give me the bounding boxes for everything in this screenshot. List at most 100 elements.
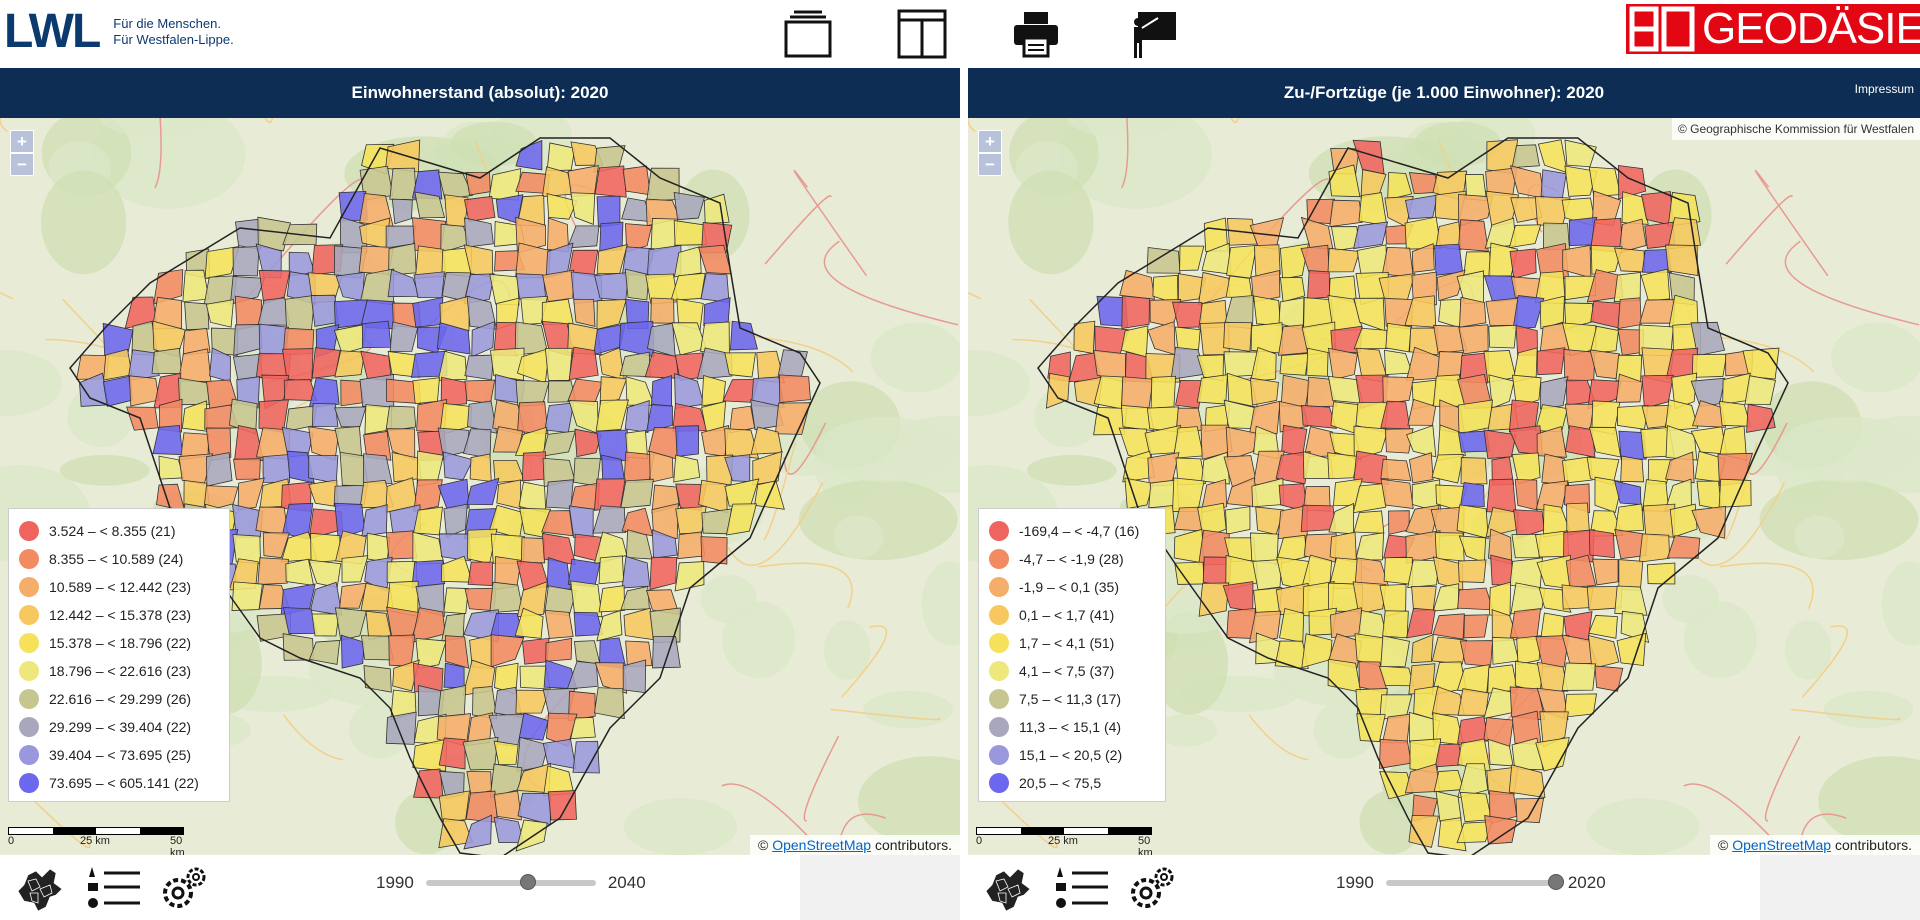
- municipality-area[interactable]: [703, 193, 730, 224]
- municipality-area[interactable]: [1488, 324, 1517, 349]
- municipality-area[interactable]: [542, 430, 576, 457]
- municipality-area[interactable]: [570, 192, 596, 225]
- municipality-area[interactable]: [649, 607, 681, 643]
- municipality-area[interactable]: [464, 379, 496, 404]
- municipality-area[interactable]: [649, 450, 674, 483]
- municipality-area[interactable]: [652, 635, 681, 669]
- municipality-area[interactable]: [232, 503, 264, 538]
- municipality-area[interactable]: [1433, 769, 1465, 793]
- left-slider-handle[interactable]: [519, 874, 536, 890]
- municipality-area[interactable]: [1353, 221, 1389, 250]
- municipality-area[interactable]: [1457, 587, 1494, 611]
- municipality-area[interactable]: [363, 665, 392, 693]
- municipality-area[interactable]: [463, 814, 492, 850]
- municipality-area[interactable]: [151, 296, 183, 330]
- left-zoom-in-button[interactable]: +: [10, 130, 34, 153]
- municipality-area[interactable]: [1279, 277, 1306, 303]
- municipality-area[interactable]: [1435, 790, 1462, 822]
- municipality-area[interactable]: [1458, 324, 1489, 355]
- municipality-area[interactable]: [724, 428, 760, 459]
- municipality-area[interactable]: [673, 454, 701, 483]
- municipality-area[interactable]: [700, 536, 728, 565]
- municipality-area[interactable]: [308, 377, 340, 409]
- municipality-area[interactable]: [598, 555, 625, 585]
- municipality-area[interactable]: [1561, 456, 1593, 484]
- right-zoom-in-button[interactable]: +: [978, 130, 1002, 153]
- municipality-area[interactable]: [650, 374, 673, 407]
- municipality-area[interactable]: [236, 376, 260, 409]
- municipality-area[interactable]: [566, 225, 600, 249]
- municipality-area[interactable]: [334, 607, 367, 641]
- municipality-area[interactable]: [151, 347, 182, 375]
- municipality-area[interactable]: [1540, 169, 1567, 202]
- municipality-area[interactable]: [464, 217, 494, 248]
- municipality-area[interactable]: [334, 426, 363, 459]
- municipality-area[interactable]: [624, 268, 650, 301]
- municipality-area[interactable]: [515, 139, 543, 171]
- municipality-area[interactable]: [1179, 245, 1205, 271]
- municipality-area[interactable]: [1404, 216, 1442, 250]
- municipality-area[interactable]: [1150, 375, 1176, 409]
- municipality-area[interactable]: [496, 479, 521, 510]
- left-settings-button[interactable]: [156, 863, 212, 913]
- municipality-area[interactable]: [463, 273, 495, 305]
- municipality-area[interactable]: [521, 637, 550, 665]
- municipality-area[interactable]: [490, 634, 525, 668]
- municipality-area[interactable]: [1404, 194, 1438, 220]
- municipality-area[interactable]: [436, 322, 471, 355]
- municipality-area[interactable]: [1510, 608, 1542, 641]
- municipality-area[interactable]: [1225, 275, 1253, 299]
- municipality-area[interactable]: [1177, 273, 1207, 303]
- municipality-area[interactable]: [541, 298, 574, 326]
- municipality-area[interactable]: [651, 529, 678, 559]
- municipality-area[interactable]: [388, 634, 416, 667]
- municipality-area[interactable]: [443, 662, 465, 689]
- municipality-area[interactable]: [1383, 557, 1414, 585]
- municipality-area[interactable]: [622, 659, 647, 694]
- municipality-area[interactable]: [469, 453, 492, 482]
- municipality-area[interactable]: [1512, 295, 1545, 329]
- municipality-area[interactable]: [341, 555, 369, 583]
- municipality-area[interactable]: [204, 246, 240, 279]
- municipality-area[interactable]: [566, 661, 599, 690]
- municipality-area[interactable]: [366, 532, 391, 563]
- municipality-area[interactable]: [178, 377, 210, 406]
- municipality-area[interactable]: [365, 610, 392, 641]
- municipality-area[interactable]: [1432, 613, 1465, 640]
- municipality-area[interactable]: [1431, 636, 1468, 665]
- left-choropleth[interactable]: [0, 118, 960, 855]
- municipality-area[interactable]: [623, 607, 655, 641]
- municipality-area[interactable]: [1590, 300, 1621, 329]
- municipality-area[interactable]: [1639, 299, 1676, 324]
- municipality-area[interactable]: [311, 613, 340, 637]
- municipality-area[interactable]: [1718, 478, 1752, 508]
- municipality-area[interactable]: [543, 659, 578, 690]
- municipality-area[interactable]: [1435, 221, 1462, 251]
- municipality-area[interactable]: [1483, 429, 1517, 459]
- municipality-area[interactable]: [515, 819, 548, 852]
- municipality-area[interactable]: [673, 246, 702, 278]
- municipality-area[interactable]: [568, 505, 594, 539]
- municipality-area[interactable]: [412, 296, 444, 328]
- municipality-area[interactable]: [1201, 451, 1230, 485]
- municipality-area[interactable]: [311, 403, 339, 428]
- municipality-area[interactable]: [1691, 505, 1726, 539]
- municipality-area[interactable]: [1438, 298, 1462, 329]
- municipality-area[interactable]: [1691, 400, 1727, 428]
- municipality-area[interactable]: [1174, 326, 1201, 351]
- municipality-area[interactable]: [673, 191, 705, 221]
- municipality-area[interactable]: [1456, 504, 1489, 540]
- split-view-button[interactable]: [894, 6, 950, 62]
- municipality-area[interactable]: [389, 321, 419, 352]
- municipality-area[interactable]: [1382, 376, 1415, 405]
- municipality-area[interactable]: [724, 352, 756, 378]
- municipality-area[interactable]: [310, 532, 341, 564]
- left-map[interactable]: + − 3.524 – < 8.355 (21) 8.355 – < 10.589…: [0, 118, 960, 855]
- municipality-area[interactable]: [262, 532, 290, 559]
- municipality-area[interactable]: [177, 348, 212, 383]
- municipality-area[interactable]: [624, 400, 650, 434]
- municipality-area[interactable]: [1328, 164, 1361, 198]
- right-municipalities[interactable]: [1045, 139, 1780, 852]
- left-zoom-out-button[interactable]: −: [10, 153, 34, 176]
- municipality-area[interactable]: [599, 376, 628, 405]
